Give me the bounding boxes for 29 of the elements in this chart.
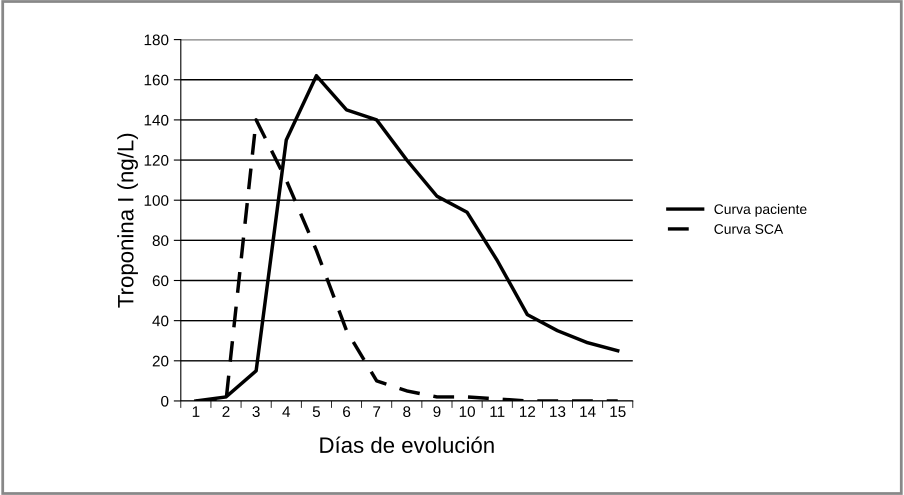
x-tick-label: 1 [192, 406, 200, 417]
x-tick-label: 10 [460, 406, 475, 418]
x-tick-label: 5 [312, 406, 320, 418]
x-tick-label: 9 [433, 406, 440, 418]
x-tick-label: 2 [222, 406, 230, 417]
x-tick-label: 14 [580, 406, 596, 417]
x-tick-label: 13 [550, 406, 566, 418]
y-axis-title: Troponina I (ng/L) [117, 134, 138, 308]
y-tick-label: 140 [144, 114, 168, 126]
x-tick-label: 15 [610, 406, 626, 418]
x-axis-title: Días de evolución [320, 436, 494, 454]
y-tick-label: 80 [152, 235, 168, 246]
x-tick-label: 11 [490, 406, 504, 417]
x-tick-label: 4 [282, 406, 290, 417]
x-tick-label: 6 [343, 406, 350, 418]
y-tick-label: 120 [144, 154, 168, 166]
x-tick-label: 8 [403, 406, 410, 418]
y-tick-label: 60 [152, 275, 168, 286]
y-tick-label: 160 [144, 74, 168, 86]
x-tick-label: 12 [520, 406, 536, 417]
y-tick-label: 40 [152, 316, 168, 326]
legend-label: Curva SCA [714, 224, 784, 234]
y-tick-label: 0 [161, 396, 168, 407]
x-tick-label: 3 [252, 406, 260, 418]
legend-label: Curva paciente [714, 204, 807, 217]
y-tick-label: 100 [144, 195, 168, 206]
x-tick-label: 7 [373, 406, 380, 417]
y-tick-label: 180 [144, 34, 168, 46]
y-tick-label: 20 [152, 356, 168, 366]
